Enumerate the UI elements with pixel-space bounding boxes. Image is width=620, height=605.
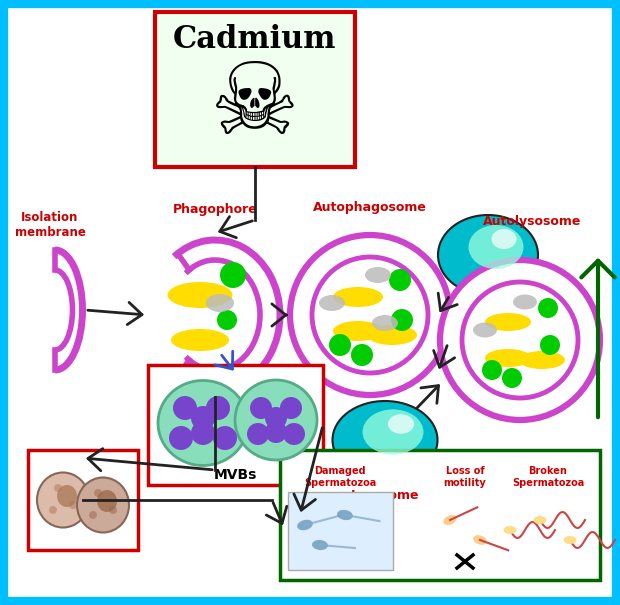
Circle shape (49, 506, 57, 514)
Ellipse shape (158, 381, 248, 465)
FancyBboxPatch shape (155, 12, 355, 167)
Ellipse shape (365, 267, 391, 283)
Circle shape (540, 335, 560, 355)
Ellipse shape (503, 526, 516, 534)
Ellipse shape (319, 295, 345, 311)
Circle shape (280, 397, 302, 419)
Ellipse shape (333, 287, 383, 307)
Circle shape (440, 260, 600, 420)
Ellipse shape (337, 510, 353, 520)
Ellipse shape (297, 520, 313, 530)
Ellipse shape (97, 490, 117, 512)
Circle shape (502, 368, 522, 388)
Circle shape (538, 298, 558, 318)
Circle shape (312, 257, 428, 373)
FancyBboxPatch shape (28, 450, 138, 550)
Circle shape (217, 310, 237, 330)
Ellipse shape (513, 295, 537, 310)
Ellipse shape (206, 294, 234, 312)
Ellipse shape (312, 540, 328, 550)
Circle shape (391, 309, 413, 331)
Text: Isolation
membrane: Isolation membrane (14, 211, 86, 239)
Ellipse shape (167, 282, 232, 308)
Ellipse shape (485, 349, 531, 367)
FancyBboxPatch shape (148, 365, 323, 485)
Text: ☠: ☠ (210, 59, 300, 155)
Ellipse shape (564, 536, 577, 544)
Circle shape (247, 423, 269, 445)
Circle shape (283, 423, 305, 445)
Ellipse shape (438, 215, 538, 295)
Ellipse shape (333, 321, 383, 341)
Circle shape (169, 426, 193, 450)
Circle shape (220, 262, 246, 288)
Ellipse shape (533, 516, 546, 524)
Circle shape (94, 489, 102, 497)
Circle shape (54, 484, 62, 492)
FancyBboxPatch shape (4, 4, 616, 601)
Ellipse shape (388, 414, 414, 434)
Circle shape (191, 421, 215, 445)
Ellipse shape (485, 313, 531, 331)
Text: Damaged
Spermatozoa: Damaged Spermatozoa (304, 466, 376, 488)
Ellipse shape (473, 535, 487, 545)
Ellipse shape (519, 351, 565, 369)
Ellipse shape (332, 401, 438, 479)
Ellipse shape (171, 329, 229, 351)
Circle shape (250, 397, 272, 419)
Circle shape (351, 344, 373, 366)
Text: Broken
Spermatozoa: Broken Spermatozoa (512, 466, 584, 488)
Text: Loss of
motility: Loss of motility (444, 466, 486, 488)
Circle shape (89, 511, 97, 519)
Circle shape (206, 396, 230, 420)
Text: Lysosome: Lysosome (351, 488, 419, 502)
Circle shape (329, 334, 351, 356)
Ellipse shape (469, 225, 523, 269)
Circle shape (109, 506, 117, 514)
Circle shape (265, 407, 287, 429)
Circle shape (69, 501, 77, 509)
Ellipse shape (443, 515, 456, 525)
Circle shape (482, 360, 502, 380)
Text: Phagophore: Phagophore (172, 203, 257, 217)
Text: Autophagosome: Autophagosome (313, 200, 427, 214)
Circle shape (290, 235, 450, 395)
Ellipse shape (492, 229, 516, 249)
Circle shape (173, 396, 197, 420)
Circle shape (191, 406, 215, 430)
Ellipse shape (235, 380, 317, 460)
Ellipse shape (77, 477, 129, 532)
Circle shape (265, 421, 287, 443)
Ellipse shape (372, 315, 398, 331)
Text: MVBs: MVBs (214, 468, 257, 482)
Ellipse shape (367, 325, 417, 345)
Ellipse shape (57, 485, 77, 507)
Circle shape (462, 282, 578, 398)
Circle shape (213, 426, 237, 450)
Ellipse shape (363, 410, 423, 454)
Text: Cadmium: Cadmium (173, 24, 337, 56)
Text: Autolysosome: Autolysosome (483, 215, 581, 229)
Ellipse shape (37, 473, 89, 528)
Circle shape (389, 269, 411, 291)
Ellipse shape (473, 322, 497, 338)
FancyBboxPatch shape (280, 450, 600, 580)
FancyBboxPatch shape (288, 492, 393, 570)
